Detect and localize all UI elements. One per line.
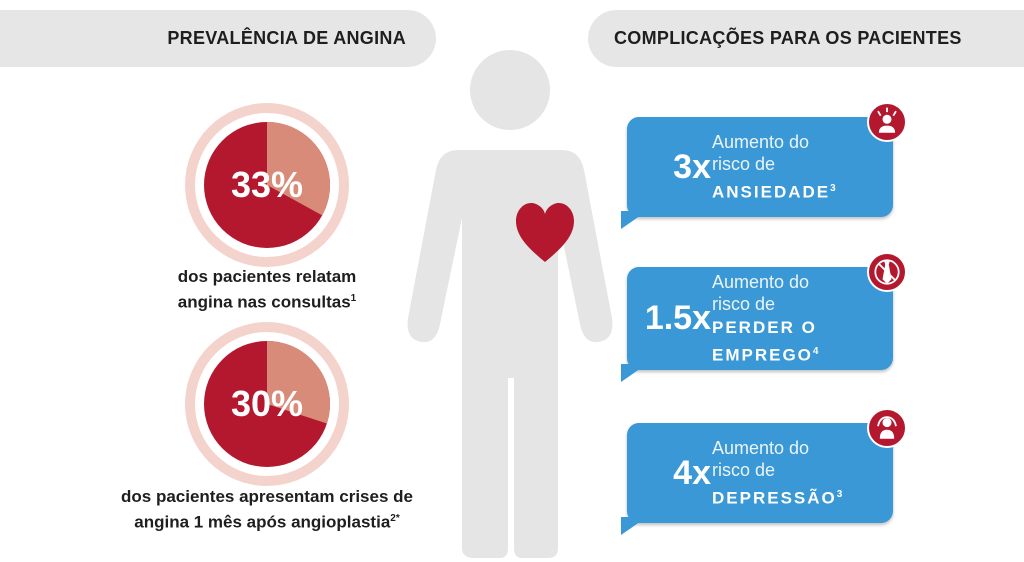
no-job-tie-icon	[867, 252, 907, 292]
multiplier: 1.5x	[644, 299, 711, 337]
percent-label: 33%	[230, 164, 304, 205]
card-line-1: Aumento do	[712, 132, 810, 152]
caption-line-2: angina 1 mês após angioplastia	[134, 512, 391, 532]
pie-chart-1: 33%	[185, 103, 349, 267]
pie-light-slice	[267, 122, 331, 216]
card-line-2: risco de	[712, 460, 776, 480]
depression-icon	[867, 408, 907, 448]
prevalence-header: PREVALÊNCIA DE ANGINA	[0, 10, 436, 67]
multiplier: 4x	[673, 453, 711, 492]
pie-chart-2: 30%	[185, 322, 349, 486]
complication-card-job-loss: 1.5x Aumento do risco de PERDER O EMPREG…	[621, 252, 907, 382]
footnote-ref: 2*	[390, 513, 400, 524]
multiplier: 3x	[673, 147, 711, 186]
complication-card-depression: 4x Aumento do risco de DEPRESSÃO3	[621, 408, 907, 535]
stat-caption: dos pacientes relatam angina nas consult…	[150, 266, 384, 314]
speech-tail	[621, 211, 647, 229]
card-bold-line-2: EMPREGO4	[712, 345, 819, 365]
caption-line-2: angina nas consultas	[177, 292, 351, 312]
stat-caption: dos pacientes apresentam crises de angin…	[100, 486, 434, 534]
card-line-2: risco de	[712, 294, 776, 314]
card-bold-line: DEPRESSÃO3	[712, 488, 843, 508]
percent-label: 30%	[230, 383, 304, 424]
complication-card-anxiety: 3x Aumento do risco de ANSIEDADE3	[621, 102, 907, 229]
footnote-ref: 1	[350, 293, 357, 304]
card-bold-line: PERDER O	[712, 318, 817, 337]
anxiety-icon	[867, 102, 907, 142]
heart-icon	[516, 203, 574, 262]
prevalence-title: PREVALÊNCIA DE ANGINA	[167, 28, 406, 48]
speech-tail	[621, 364, 647, 382]
pie-light-slice	[267, 341, 331, 424]
card-line-1: Aumento do	[712, 438, 810, 458]
card-line-2: risco de	[712, 154, 776, 174]
complications-title: COMPLICAÇÕES PARA OS PACIENTES	[614, 28, 962, 48]
speech-tail	[621, 517, 647, 535]
card-bold-line: ANSIEDADE3	[712, 182, 836, 202]
card-line-1: Aumento do	[712, 272, 810, 292]
human-body-figure	[407, 50, 613, 558]
caption-line-1: dos pacientes apresentam crises de	[121, 487, 413, 506]
caption-line-1: dos pacientes relatam	[177, 267, 357, 286]
complications-header: COMPLICAÇÕES PARA OS PACIENTES	[588, 10, 1024, 67]
